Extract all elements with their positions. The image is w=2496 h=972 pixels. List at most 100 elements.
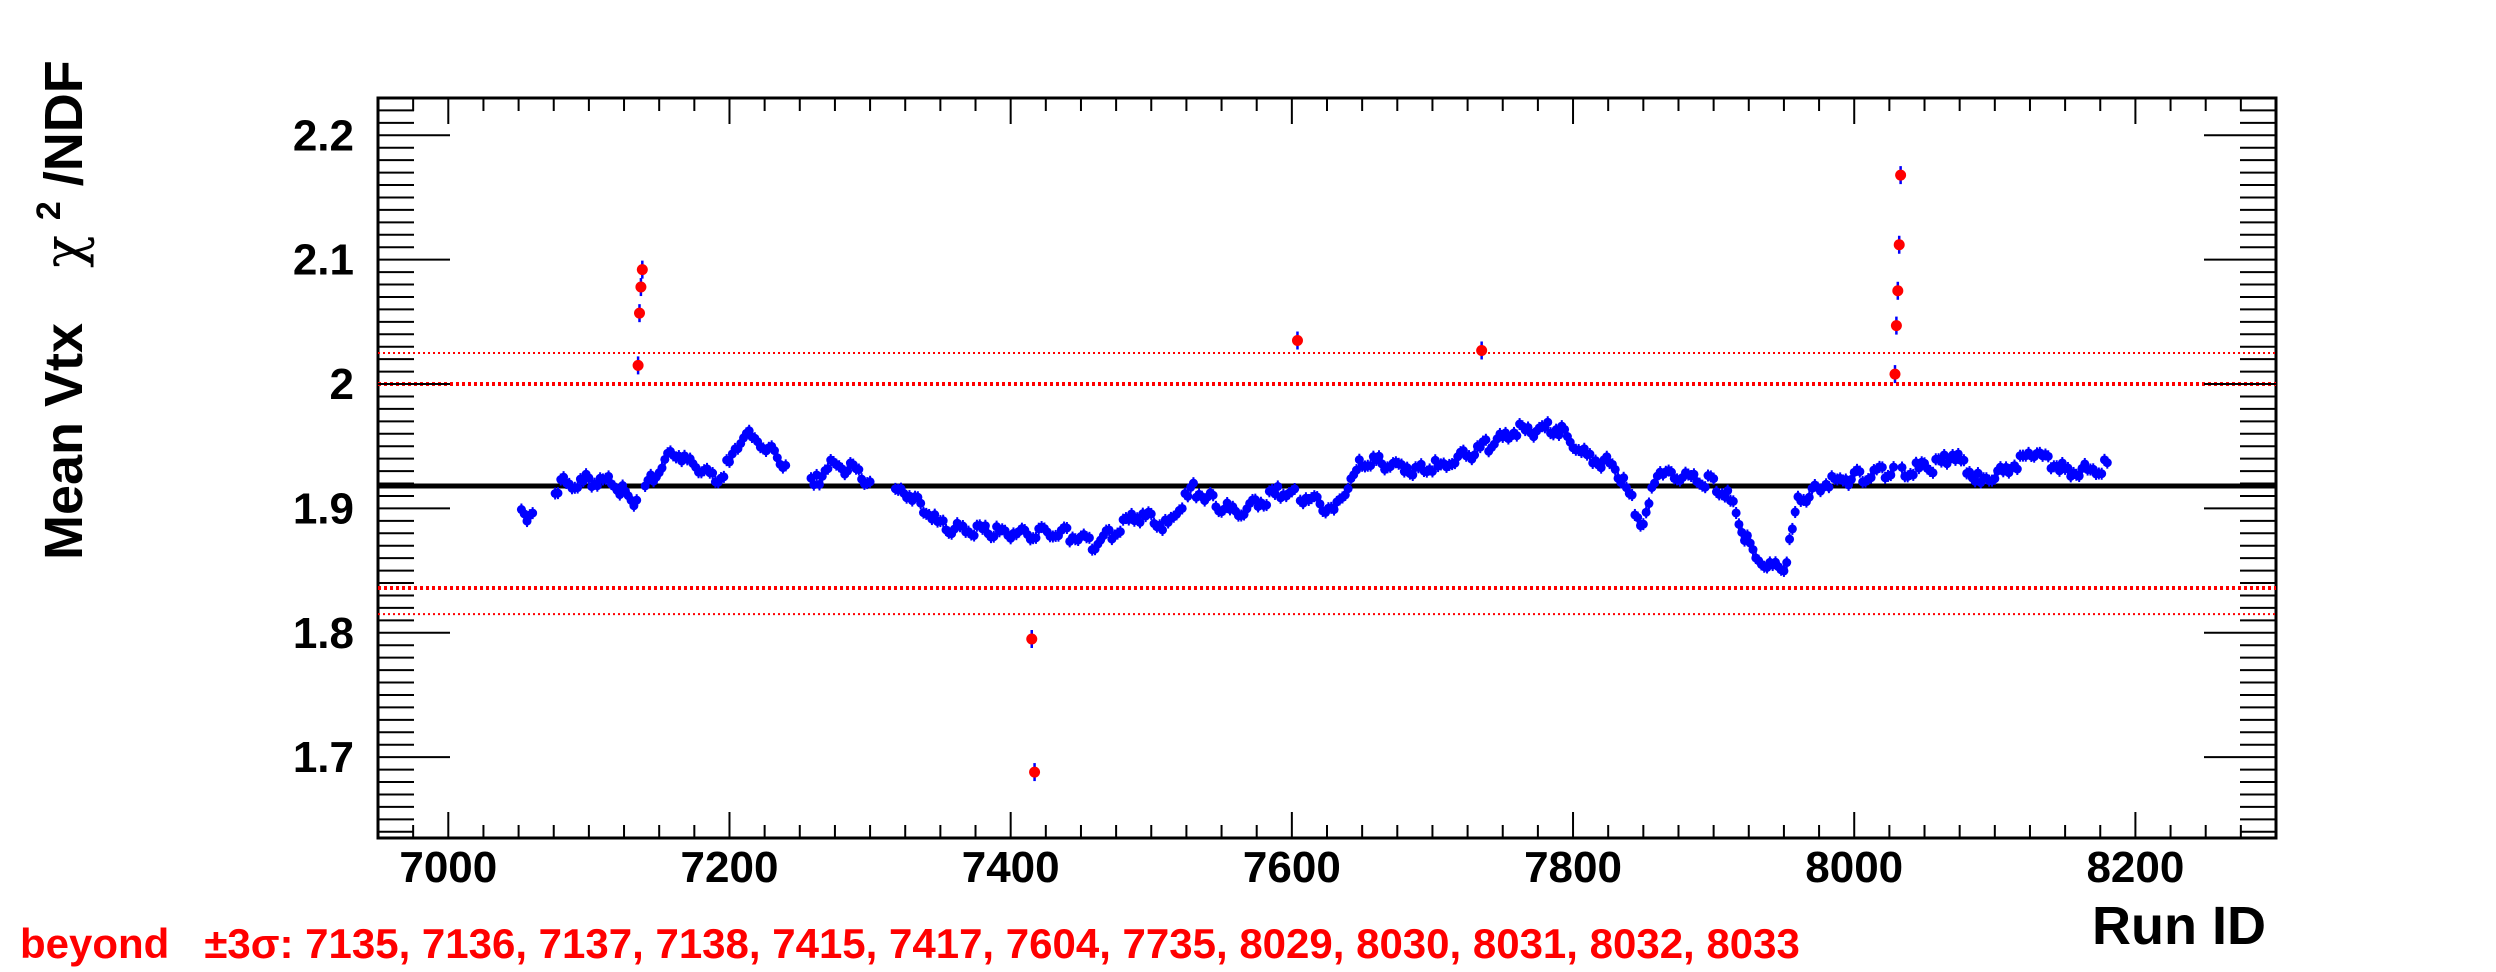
x-tick-label: 7600 [1243,843,1341,892]
data-point-169 [1062,523,1072,533]
data-point-17 [584,473,594,483]
data-point-250 [1290,484,1300,494]
data-point-328 [1512,431,1522,441]
data-point-212 [1183,491,1193,501]
data-point-363 [1610,464,1620,474]
y-axis-label-sup: 2 [30,201,68,220]
data-point-405 [1728,496,1738,506]
data-point-427 [1790,507,1800,517]
data-point-184 [1104,525,1114,535]
data-point-425 [1785,534,1795,544]
data-point-221 [1208,490,1218,500]
outlier-point-4 [1026,633,1038,645]
data-point-426 [1787,524,1797,534]
data-point-339 [1543,417,1553,427]
data-point-463 [1897,462,1907,472]
data-point-343 [1554,430,1564,440]
data-point-515 [2043,451,2053,461]
data-point-366 [1619,473,1629,483]
x-tick-label: 7000 [399,843,497,892]
data-point-276 [1366,461,1376,471]
data-point-158 [1031,533,1041,543]
data-point-450 [1855,467,1865,477]
data-point-354 [1585,449,1595,459]
data-point-34 [632,495,642,505]
y-axis-label: Mean Vtx χ 2 /NDF [12,60,95,560]
y-tick-label: 2 [330,360,354,409]
y-tick-label: 1.7 [293,733,354,782]
data-point-467 [1908,470,1918,480]
data-point-244 [1273,481,1283,491]
outlier-point-5 [1029,766,1041,778]
data-point-462 [1889,462,1899,472]
y-tick-label: 1.8 [293,609,354,658]
data-point-375 [1644,499,1654,509]
data-point-403 [1723,486,1733,496]
data-point-210 [1177,503,1187,513]
y-tick-label: 1.9 [293,484,354,533]
outlier-note: beyond ±3σ: 7135, 7136, 7137, 7138, 7415… [20,920,1800,968]
data-point-59 [708,468,718,478]
data-point-143 [989,532,999,542]
data-point-92 [823,464,833,474]
data-point-485 [1959,455,1969,465]
data-point-313 [1470,450,1480,460]
outlier-point-6 [1291,335,1303,347]
y-axis-label-chi: χ [32,235,95,268]
data-point-298 [1427,466,1437,476]
data-point-203 [1158,525,1168,535]
x-tick-label: 7400 [962,843,1060,892]
data-point-424 [1782,558,1792,568]
data-point-125 [938,516,948,526]
outlier-point-9 [1890,320,1902,332]
data-point-85 [781,460,791,470]
data-point-117 [916,498,926,508]
data-point-504 [2012,464,2022,474]
data-point-63 [719,472,729,482]
outlier-point-12 [1895,169,1907,181]
data-point-268 [1343,484,1353,494]
outlier-point-11 [1893,239,1905,251]
data-point-398 [1709,474,1719,484]
x-tick-label: 8200 [2086,843,2184,892]
data-point-369 [1627,490,1637,500]
data-point-4 [528,508,538,518]
data-point-240 [1262,500,1272,510]
outlier-note-prefix: beyond ±3σ: [20,920,306,967]
data-point-474 [1928,468,1938,478]
data-point-195 [1135,517,1145,527]
outlier-point-10 [1892,285,1904,297]
y-axis-label-main: Mean Vtx [34,323,94,560]
data-point-103 [854,465,864,475]
data-point-395 [1700,482,1710,492]
data-point-439 [1824,482,1834,492]
data-point-423 [1779,566,1789,576]
data-point-6 [553,488,563,498]
outlier-note-runs: 7135, 7136, 7137, 7138, 7415, 7417, 7604… [305,920,1800,967]
data-point-41 [657,463,667,473]
outlier-point-2 [635,281,647,293]
data-point-406 [1731,508,1741,518]
data-point-534 [2097,469,2107,479]
data-point-188 [1115,527,1125,537]
outlier-point-8 [1889,368,1901,380]
data-point-199 [1146,509,1156,519]
x-tick-label: 7200 [681,843,779,892]
data-point-373 [1638,519,1648,529]
y-tick-label: 2.2 [293,111,354,160]
data-point-177 [1084,533,1094,543]
data-point-136 [969,531,979,541]
data-point-214 [1188,478,1198,488]
outlier-point-7 [1476,344,1488,356]
outlier-point-1 [634,307,646,319]
outlier-point-0 [632,359,644,371]
data-point-107 [865,477,875,487]
data-point-536 [2102,458,2112,468]
data-point-317 [1481,435,1491,445]
y-axis-label-rest: /NDF [34,60,94,186]
data-point-412 [1748,545,1758,555]
outlier-point-3 [636,264,648,276]
y-tick-label: 2.1 [293,236,354,285]
data-point-13 [573,483,583,493]
